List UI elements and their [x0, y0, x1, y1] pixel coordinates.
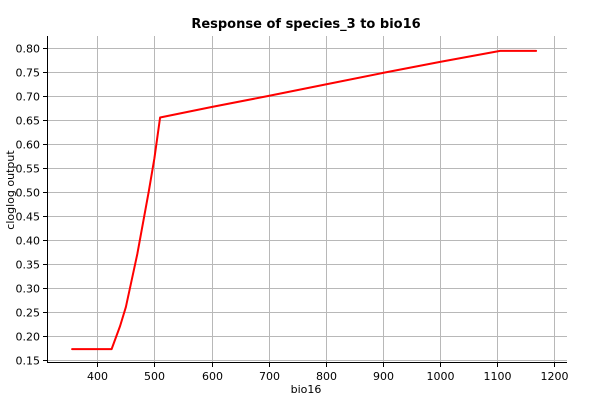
y-tick-label: 0.80 [16, 43, 41, 56]
ticks: 400 500 600 700 800 900 1000 1100 1200 0.15 0.20 0.… [16, 43, 569, 384]
y-tick-label: 0.15 [16, 355, 41, 368]
y-tick-label: 0.75 [16, 67, 41, 80]
y-tick-label: 0.55 [16, 163, 41, 176]
y-tick-label: 0.50 [16, 187, 41, 200]
x-tick-label: 1000 [427, 370, 455, 383]
y-tick-label: 0.60 [16, 139, 41, 152]
x-tick-label: 1200 [541, 370, 569, 383]
x-axis-label: bio16 [291, 383, 322, 396]
y-tick-label: 0.35 [16, 259, 41, 272]
series-layer [71, 49, 538, 351]
grid-lines [47, 36, 567, 362]
axes [47, 36, 567, 363]
x-tick-label: 800 [316, 370, 337, 383]
y-tick-label: 0.25 [16, 307, 41, 320]
y-tick-label: 0.70 [16, 91, 41, 104]
chart-title: Response of species_3 to bio16 [191, 17, 420, 32]
x-tick-label: 700 [259, 370, 280, 383]
y-axis-label: cloglog output [4, 150, 17, 230]
response-curve [71, 49, 538, 351]
x-tick-label: 600 [202, 370, 223, 383]
y-tick-label: 0.30 [16, 283, 41, 296]
y-tick-label: 0.65 [16, 115, 41, 128]
x-tick-label: 500 [144, 370, 165, 383]
y-tick-label: 0.45 [16, 211, 41, 224]
y-tick-label: 0.20 [16, 331, 41, 344]
x-tick-label: 900 [373, 370, 394, 383]
y-tick-label: 0.40 [16, 235, 41, 248]
x-tick-label: 400 [87, 370, 108, 383]
x-tick-label: 1100 [484, 370, 512, 383]
